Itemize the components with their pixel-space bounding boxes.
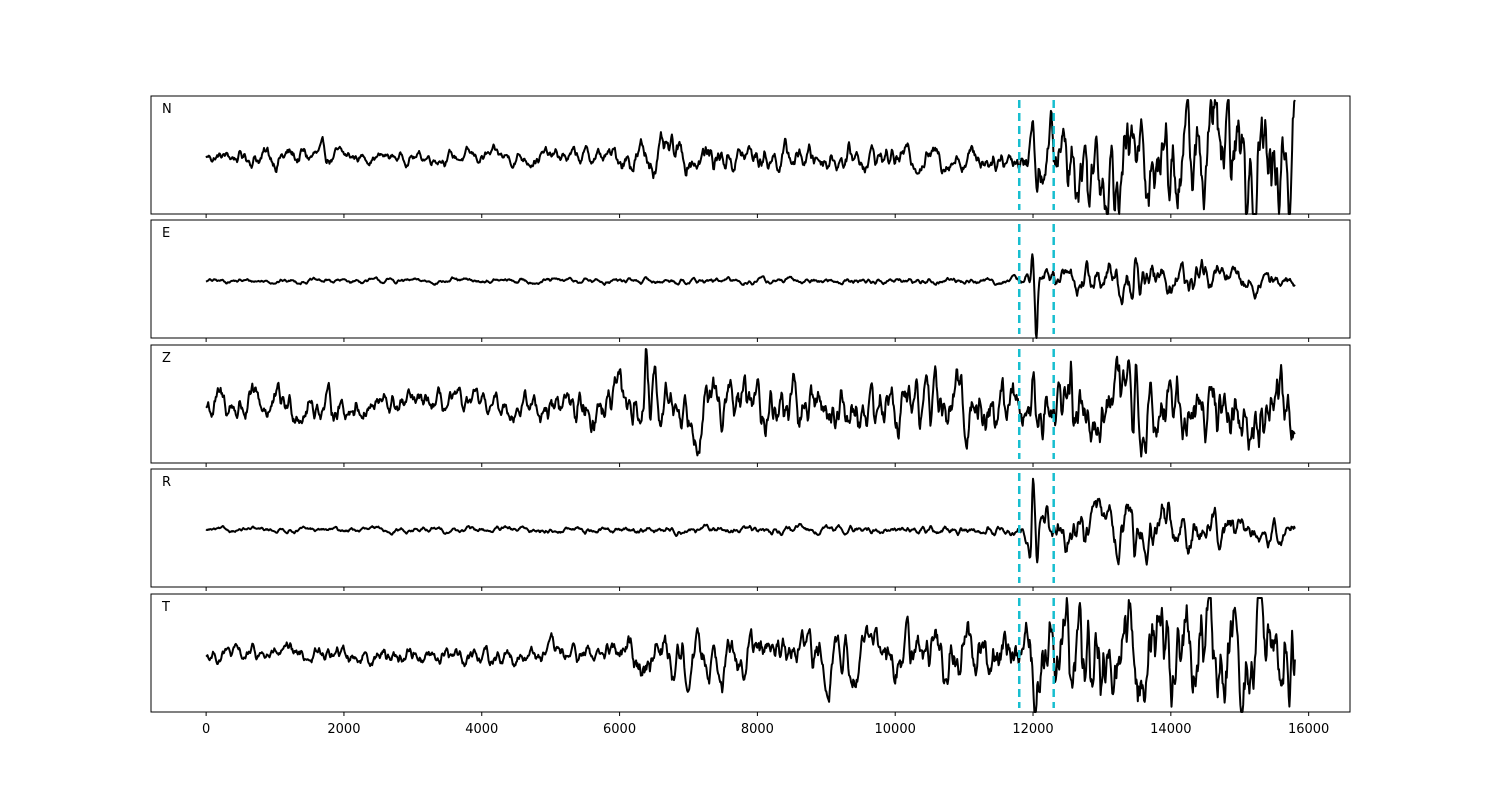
channel-panel-z: Z — [150, 344, 1351, 467]
x-tick-label: 6000 — [603, 722, 636, 737]
channel-label: Z — [162, 351, 171, 366]
waveform-trace-t — [205, 597, 1296, 713]
channel-panel-n: N — [150, 95, 1351, 218]
channel-panels: N E Z R T — [150, 95, 1351, 716]
x-tick-label: 8000 — [741, 722, 774, 737]
channel-label: T — [161, 600, 170, 615]
panel-frame — [150, 344, 1351, 464]
waveform-trace-z — [205, 348, 1296, 458]
x-tick-label: 0 — [202, 722, 210, 737]
channel-label: R — [162, 475, 171, 490]
x-tick-label: 14000 — [1150, 722, 1191, 737]
x-tick-label: 4000 — [465, 722, 498, 737]
panel-frame — [150, 95, 1351, 215]
waveform-trace-n — [205, 99, 1296, 215]
x-axis: 0 2000 4000 6000 8000 10000 12000 14000 16000 — [202, 722, 1329, 737]
x-tick-label: 12000 — [1012, 722, 1053, 737]
panel-frame — [150, 593, 1351, 713]
waveform-trace-r — [205, 477, 1296, 566]
panel-frame — [150, 219, 1351, 339]
x-tick-label: 16000 — [1288, 722, 1329, 737]
channel-label: E — [162, 226, 170, 241]
channel-panel-t: T — [150, 593, 1351, 716]
channel-panel-r: R — [150, 468, 1351, 591]
x-tick-label: 2000 — [327, 722, 360, 737]
channel-label: N — [162, 102, 172, 117]
panel-frame — [150, 468, 1351, 588]
channel-panel-e: E — [150, 219, 1351, 342]
waveform-trace-e — [205, 253, 1296, 339]
x-tick-label: 10000 — [875, 722, 916, 737]
